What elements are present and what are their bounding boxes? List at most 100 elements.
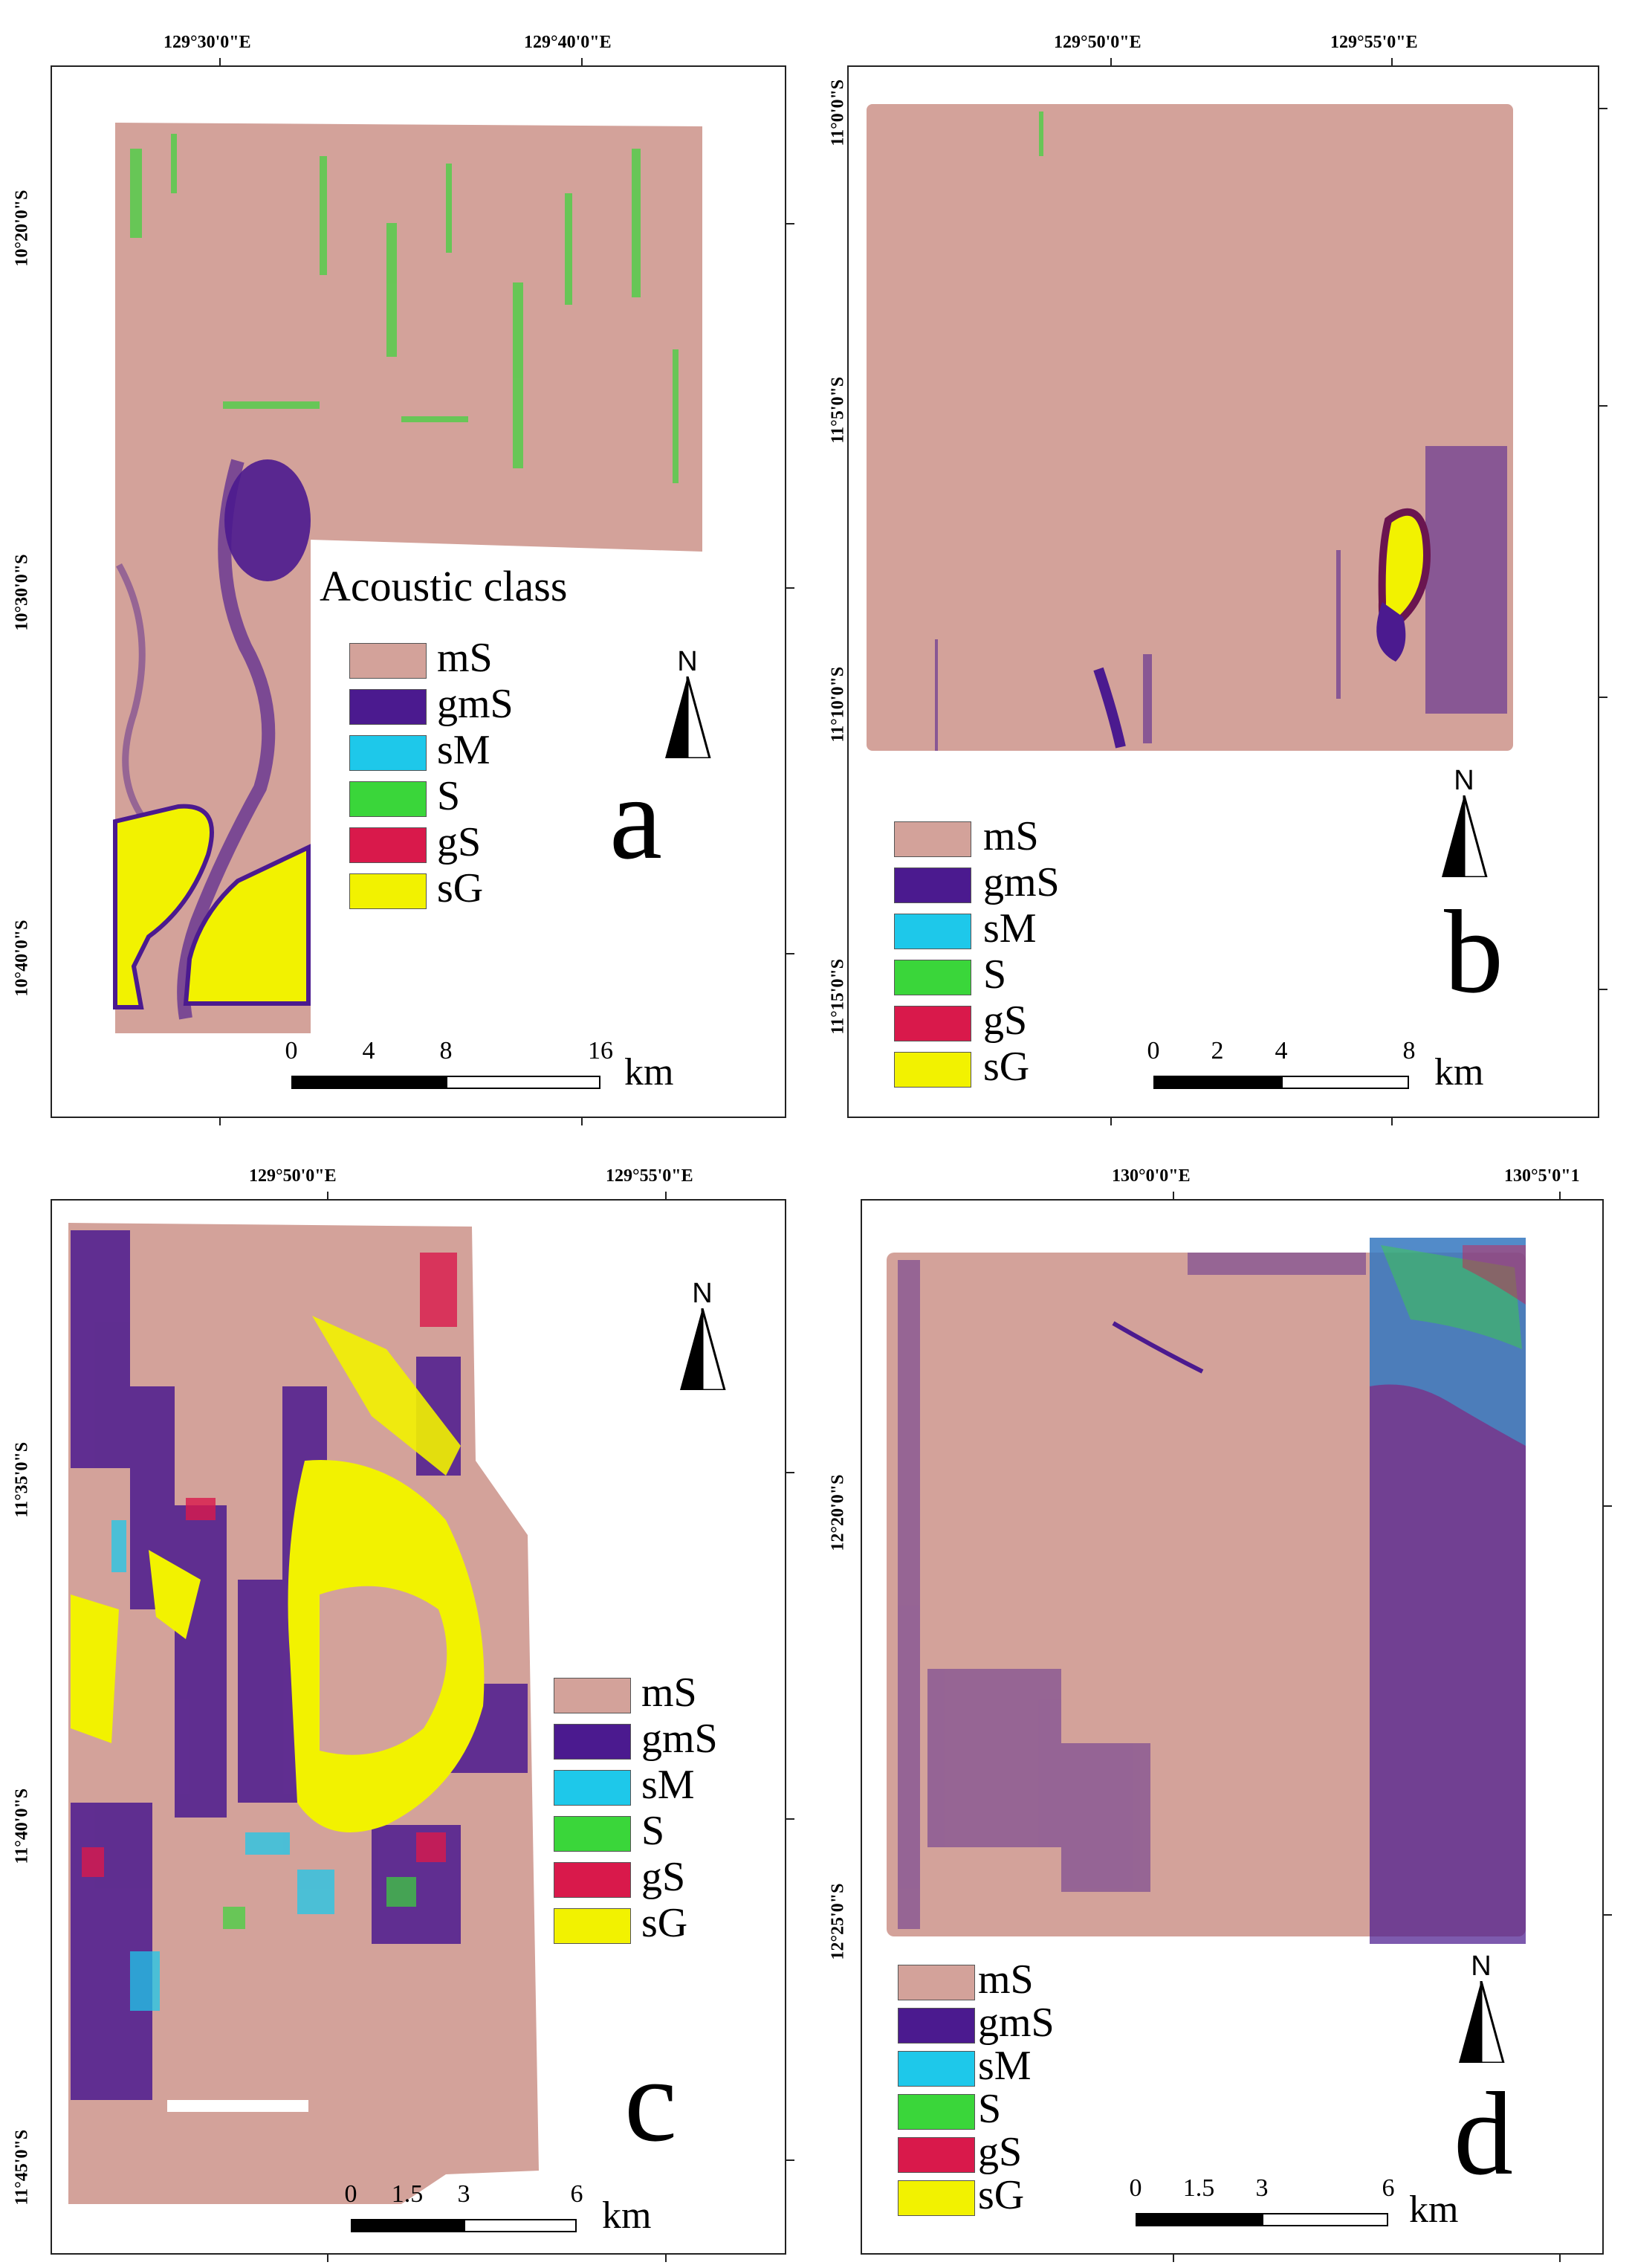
legend-swatch — [349, 781, 427, 817]
legend-swatch — [349, 735, 427, 771]
map-frame — [847, 65, 1599, 1118]
lon-label: 130°0'0"E — [1112, 1166, 1191, 1186]
mixed-class-zone — [1370, 1238, 1526, 1446]
legend-label: S — [437, 773, 461, 819]
seafloor-map — [113, 123, 702, 1033]
survey-area-ms — [867, 104, 1513, 751]
scale-number: 8 — [1402, 1037, 1416, 1064]
legend-label: gmS — [983, 859, 1060, 905]
sand-gravel-zone — [149, 1550, 201, 1639]
channel-gms — [116, 563, 152, 827]
scale-bar: 0 4 8 16 km — [285, 1037, 706, 1111]
legend-label: S — [978, 2086, 1002, 2132]
legend-label: sG — [978, 2172, 1025, 2218]
gravel-ring — [1378, 508, 1431, 630]
north-arrow-icon — [680, 1308, 726, 1390]
legend-swatch — [898, 2051, 975, 2087]
scale-number: 2 — [1211, 1037, 1224, 1064]
sand-gravel-patch — [183, 844, 311, 1006]
legend-label: gmS — [437, 681, 514, 727]
ridge-line — [1112, 1321, 1204, 1374]
lon-label: 129°50'0"E — [1054, 33, 1142, 52]
gms-strip — [1370, 1238, 1526, 1944]
scale-bar: 0 1.5 3 6 km — [345, 2180, 736, 2255]
scale-number: 4 — [362, 1037, 375, 1064]
legend-swatch — [898, 2094, 975, 2130]
scale-number: 3 — [1255, 2174, 1269, 2202]
panel-letter: c — [624, 2034, 678, 2166]
legend-label: sG — [983, 1044, 1030, 1090]
lon-label: 129°50'0"E — [249, 1166, 337, 1186]
depression-gms — [224, 459, 311, 581]
sand-gravel-zone — [312, 1316, 461, 1476]
legend-label: mS — [978, 1957, 1034, 2003]
gms-speckle — [898, 1253, 1366, 1929]
map-panel-b: 129°50'0"E 129°55'0"E 11°0'0"S 11°5'0"S … — [816, 0, 1632, 1134]
seafloor-map — [887, 1238, 1526, 1944]
scale-unit: km — [1434, 1051, 1484, 1093]
lon-label: 129°40'0"E — [524, 33, 612, 52]
legend-label: sM — [978, 2043, 1032, 2089]
legend: Acoustic class mS gmS sM S gS sG — [320, 561, 568, 911]
gravelly-sand-patches — [82, 1253, 457, 1877]
legend-swatch — [554, 1908, 631, 1944]
legend-swatch — [894, 914, 971, 949]
mud-sand-core — [320, 1586, 447, 1755]
legend-swatch — [894, 1006, 971, 1041]
legend-swatch — [894, 1052, 971, 1088]
legend-swatch — [898, 1965, 975, 2000]
scale-number: 1.5 — [1182, 2174, 1215, 2202]
legend-swatch — [894, 868, 971, 903]
lon-label: 129°55'0"E — [1330, 33, 1418, 52]
legend-swatch — [894, 960, 971, 995]
scale-number: 1.5 — [391, 2180, 424, 2208]
legend-label: sM — [437, 727, 490, 773]
survey-area-ms — [115, 123, 702, 1033]
channel-gms — [1093, 667, 1126, 749]
legend-swatch — [898, 2180, 975, 2216]
silt-patches — [111, 1520, 334, 2011]
panel-letter: b — [1444, 885, 1503, 1018]
data-gap — [167, 2100, 308, 2112]
legend-swatch — [894, 821, 971, 857]
legend-label: sM — [983, 905, 1037, 952]
scale-number: 16 — [588, 1037, 613, 1064]
legend-label: sM — [641, 1762, 695, 1808]
panel-letter: d — [1454, 2067, 1513, 2200]
north-label: N — [692, 1278, 713, 1309]
scale-unit: km — [602, 2194, 652, 2237]
scale-number: 6 — [570, 2180, 583, 2208]
scale-number: 4 — [1275, 1037, 1288, 1064]
panel-letter: a — [609, 752, 663, 884]
scale-bar: 0 1.5 3 6 km — [1130, 2174, 1580, 2249]
scale-number: 0 — [285, 1037, 298, 1064]
north-arrow-icon — [665, 676, 711, 758]
north-arrow: N — [673, 1279, 732, 1390]
channel-gms — [177, 459, 276, 1020]
legend-swatch — [554, 1816, 631, 1852]
legend-swatch — [554, 1678, 631, 1713]
scale-number: 0 — [344, 2180, 357, 2208]
north-arrow: N — [1434, 766, 1494, 877]
north-label: N — [1454, 765, 1474, 796]
legend-label: S — [641, 1808, 665, 1854]
scale-bar: 0 2 4 8 km — [1147, 1037, 1568, 1111]
sand-patches — [223, 1877, 416, 1929]
north-label: N — [1471, 1951, 1492, 1982]
scale-number: 8 — [439, 1037, 453, 1064]
survey-area-ms — [887, 1253, 1526, 1936]
north-arrow-icon — [1459, 1981, 1505, 2063]
legend-swatch — [554, 1862, 631, 1898]
legend-title: Acoustic class — [320, 562, 568, 610]
legend-label: sG — [641, 1900, 688, 1946]
lon-label: 130°5'0"1 — [1504, 1166, 1580, 1186]
legend-label: gmS — [641, 1716, 718, 1762]
map-panel-a: 129°30'0"E 129°40'0"E 10°20'0"S 10°30'0"… — [0, 0, 816, 1134]
legend-label: S — [983, 952, 1007, 998]
sand-gravel-patch — [113, 804, 214, 1009]
legend-label: mS — [983, 813, 1039, 859]
legend-swatch — [898, 2008, 975, 2044]
map-frame — [51, 65, 786, 1118]
scale-number: 3 — [457, 2180, 470, 2208]
scale-number: 6 — [1382, 2174, 1395, 2202]
